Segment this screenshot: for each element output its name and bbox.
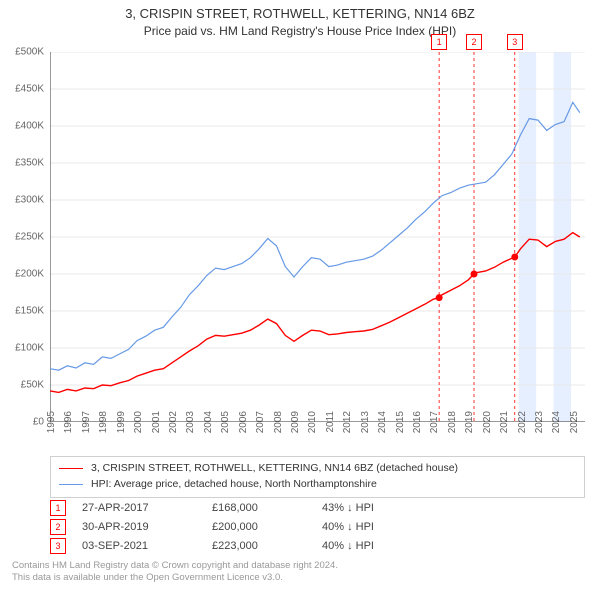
x-axis-label: 2006 [238, 411, 249, 441]
x-axis-label: 2008 [273, 411, 284, 441]
sale-vs-hpi: 40% ↓ HPI [322, 521, 374, 533]
legend-row: 3, CRISPIN STREET, ROTHWELL, KETTERING, … [59, 461, 576, 477]
x-axis-label: 1997 [81, 411, 92, 441]
sale-date: 03-SEP-2021 [82, 540, 212, 552]
sale-row: 3 03-SEP-2021£223,00040% ↓ HPI [50, 536, 585, 555]
sale-marker-3: 3 [507, 34, 523, 50]
y-axis-label: £500K [15, 47, 50, 58]
x-axis-label: 2004 [203, 411, 214, 441]
x-axis-label: 2022 [517, 411, 528, 441]
legend-label: 3, CRISPIN STREET, ROTHWELL, KETTERING, … [91, 461, 458, 477]
legend-swatch [59, 468, 83, 469]
x-axis-label: 2003 [185, 411, 196, 441]
y-axis-label: £300K [15, 195, 50, 206]
x-axis-label: 2024 [551, 411, 562, 441]
x-axis-label: 2001 [151, 411, 162, 441]
y-axis-label: £100K [15, 343, 50, 354]
y-axis-label: £400K [15, 121, 50, 132]
sale-vs-hpi: 40% ↓ HPI [322, 540, 374, 552]
x-axis-label: 2013 [360, 411, 371, 441]
x-axis-label: 2011 [325, 411, 336, 441]
x-axis-label: 2002 [168, 411, 179, 441]
x-axis-label: 2019 [464, 411, 475, 441]
x-axis-label: 1995 [46, 411, 57, 441]
line-chart [50, 52, 585, 422]
x-axis-label: 2005 [220, 411, 231, 441]
sale-date: 30-APR-2019 [82, 521, 212, 533]
legend-label: HPI: Average price, detached house, Nort… [91, 477, 377, 493]
sale-row: 2 30-APR-2019£200,00040% ↓ HPI [50, 517, 585, 536]
x-axis-label: 2007 [255, 411, 266, 441]
x-axis-label: 2015 [395, 411, 406, 441]
sale-marker-2: 2 [466, 34, 482, 50]
sale-date: 27-APR-2017 [82, 502, 212, 514]
x-axis-label: 2025 [569, 411, 580, 441]
chart-title: 3, CRISPIN STREET, ROTHWELL, KETTERING, … [0, 0, 600, 22]
footer-attribution: Contains HM Land Registry data © Crown c… [12, 560, 588, 584]
legend-swatch [59, 484, 83, 485]
sale-vs-hpi: 43% ↓ HPI [322, 502, 374, 514]
x-axis-label: 2014 [377, 411, 388, 441]
legend-row: HPI: Average price, detached house, Nort… [59, 477, 576, 493]
sale-index-badge: 1 [50, 500, 66, 516]
x-axis-label: 2000 [133, 411, 144, 441]
sale-price: £168,000 [212, 502, 322, 514]
x-axis-label: 1998 [98, 411, 109, 441]
sale-price: £200,000 [212, 521, 322, 533]
x-axis-label: 2021 [499, 411, 510, 441]
x-axis-label: 2017 [429, 411, 440, 441]
x-axis-label: 2016 [412, 411, 423, 441]
x-axis-label: 2020 [482, 411, 493, 441]
y-axis-label: £250K [15, 232, 50, 243]
y-axis-label: £350K [15, 158, 50, 169]
sale-row: 1 27-APR-2017£168,00043% ↓ HPI [50, 498, 585, 517]
x-axis-label: 1996 [63, 411, 74, 441]
x-axis-label: 2018 [447, 411, 458, 441]
legend: 3, CRISPIN STREET, ROTHWELL, KETTERING, … [50, 456, 585, 498]
x-axis-label: 2023 [534, 411, 545, 441]
sales-table: 1 27-APR-2017£168,00043% ↓ HPI 2 30-APR-201… [50, 498, 585, 555]
footer-line-2: This data is available under the Open Go… [12, 572, 588, 584]
y-axis-label: £50K [21, 380, 50, 391]
y-axis-label: £150K [15, 306, 50, 317]
x-axis-label: 1999 [116, 411, 127, 441]
sale-price: £223,000 [212, 540, 322, 552]
sale-marker-1: 1 [431, 34, 447, 50]
y-axis-label: £450K [15, 84, 50, 95]
y-axis-label: £200K [15, 269, 50, 280]
x-axis-label: 2010 [307, 411, 318, 441]
chart-area: £0£50K£100K£150K£200K£250K£300K£350K£400… [50, 52, 585, 422]
sale-index-badge: 2 [50, 519, 66, 535]
x-axis-label: 2009 [290, 411, 301, 441]
sale-index-badge: 3 [50, 538, 66, 554]
footer-line-1: Contains HM Land Registry data © Crown c… [12, 560, 588, 572]
x-axis-label: 2012 [342, 411, 353, 441]
